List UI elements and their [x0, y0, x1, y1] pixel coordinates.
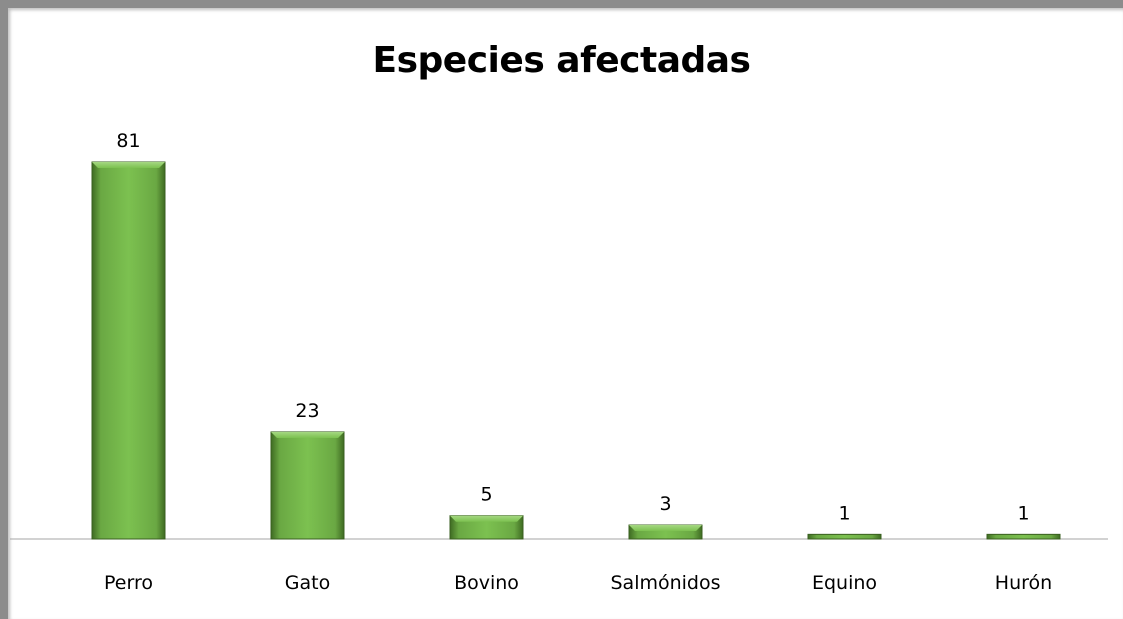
bar-gato: [270, 431, 345, 540]
chart-title: Especies afectadas: [372, 40, 751, 81]
bar-body: [91, 161, 166, 540]
data-label: 1: [838, 502, 850, 524]
x-tick-label: Bovino: [454, 572, 519, 594]
x-tick-label: Equino: [812, 572, 877, 594]
bar-bevel: [450, 515, 523, 522]
data-label: 3: [659, 493, 671, 515]
bar-salmónidos: [628, 524, 703, 540]
data-label: 5: [480, 484, 492, 506]
bar-equino: [807, 533, 882, 540]
bar-hurón: [986, 533, 1061, 540]
data-label: 23: [295, 400, 319, 422]
bar-bevel: [92, 162, 165, 168]
x-tick-label: Perro: [104, 572, 153, 594]
data-label: 1: [1017, 502, 1029, 524]
data-label: 81: [116, 130, 140, 152]
bar-body: [807, 533, 882, 540]
bar-body: [270, 431, 345, 540]
x-tick-label: Gato: [285, 572, 330, 594]
bar-perro: [91, 161, 166, 540]
x-tick-label: Salmónidos: [610, 572, 720, 594]
bar-bevel: [629, 525, 702, 532]
bar-bovino: [449, 515, 524, 540]
bar-bevel: [271, 431, 344, 438]
x-tick-label: Hurón: [995, 572, 1052, 594]
bar-body: [986, 533, 1061, 540]
